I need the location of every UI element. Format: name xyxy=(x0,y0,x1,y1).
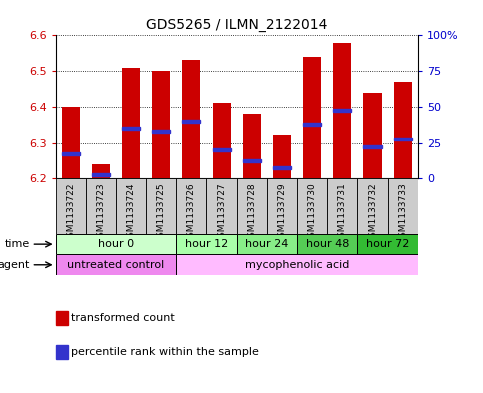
Text: hour 48: hour 48 xyxy=(306,239,349,249)
Bar xyxy=(176,178,207,234)
Text: hour 0: hour 0 xyxy=(98,239,134,249)
Text: GSM1133723: GSM1133723 xyxy=(96,183,105,243)
Bar xyxy=(92,173,110,176)
Bar xyxy=(297,234,357,254)
Bar xyxy=(146,178,176,234)
Bar xyxy=(303,57,321,178)
Text: untreated control: untreated control xyxy=(67,260,165,270)
Bar xyxy=(86,178,116,234)
Bar xyxy=(394,138,412,140)
Text: GSM1133722: GSM1133722 xyxy=(66,183,75,243)
Bar xyxy=(116,178,146,234)
Bar xyxy=(237,234,297,254)
Bar xyxy=(242,159,261,162)
Bar xyxy=(237,178,267,234)
Bar xyxy=(213,103,231,178)
Text: GSM1133731: GSM1133731 xyxy=(338,183,347,243)
Text: GSM1133724: GSM1133724 xyxy=(127,183,136,243)
Bar xyxy=(176,254,418,275)
Text: GSM1133725: GSM1133725 xyxy=(156,183,166,243)
Bar xyxy=(152,130,170,133)
Text: GSM1133726: GSM1133726 xyxy=(187,183,196,243)
Bar xyxy=(364,92,382,178)
Text: transformed count: transformed count xyxy=(71,313,175,323)
Bar xyxy=(56,234,176,254)
Text: time: time xyxy=(5,239,30,249)
Title: GDS5265 / ILMN_2122014: GDS5265 / ILMN_2122014 xyxy=(146,18,327,31)
Bar xyxy=(303,123,321,126)
Text: GSM1133729: GSM1133729 xyxy=(277,183,286,243)
Bar xyxy=(394,82,412,178)
Bar xyxy=(56,254,176,275)
Bar xyxy=(56,178,86,234)
Text: hour 72: hour 72 xyxy=(366,239,409,249)
Text: GSM1133727: GSM1133727 xyxy=(217,183,226,243)
Bar xyxy=(62,152,80,155)
Bar xyxy=(183,61,200,178)
Text: hour 24: hour 24 xyxy=(245,239,288,249)
Bar xyxy=(122,68,140,178)
Bar xyxy=(388,178,418,234)
Bar xyxy=(176,234,237,254)
Bar xyxy=(152,71,170,178)
Bar xyxy=(62,107,80,178)
Bar xyxy=(267,178,297,234)
Bar xyxy=(357,234,418,254)
Text: GSM1133728: GSM1133728 xyxy=(247,183,256,243)
Text: agent: agent xyxy=(0,260,30,270)
Text: GSM1133733: GSM1133733 xyxy=(398,183,407,243)
Bar xyxy=(297,178,327,234)
Text: hour 12: hour 12 xyxy=(185,239,228,249)
Bar xyxy=(364,145,382,147)
Bar xyxy=(92,164,110,178)
Bar xyxy=(273,136,291,178)
Text: GSM1133730: GSM1133730 xyxy=(308,183,317,243)
Bar xyxy=(357,178,388,234)
Bar xyxy=(183,120,200,123)
Bar xyxy=(327,178,357,234)
Text: mycophenolic acid: mycophenolic acid xyxy=(245,260,349,270)
Bar xyxy=(242,114,261,178)
Bar xyxy=(122,127,140,130)
Bar xyxy=(273,166,291,169)
Bar xyxy=(333,42,352,178)
Bar xyxy=(333,109,352,112)
Text: GSM1133732: GSM1133732 xyxy=(368,183,377,243)
Bar xyxy=(207,178,237,234)
Text: percentile rank within the sample: percentile rank within the sample xyxy=(71,347,259,357)
Bar xyxy=(213,148,231,151)
